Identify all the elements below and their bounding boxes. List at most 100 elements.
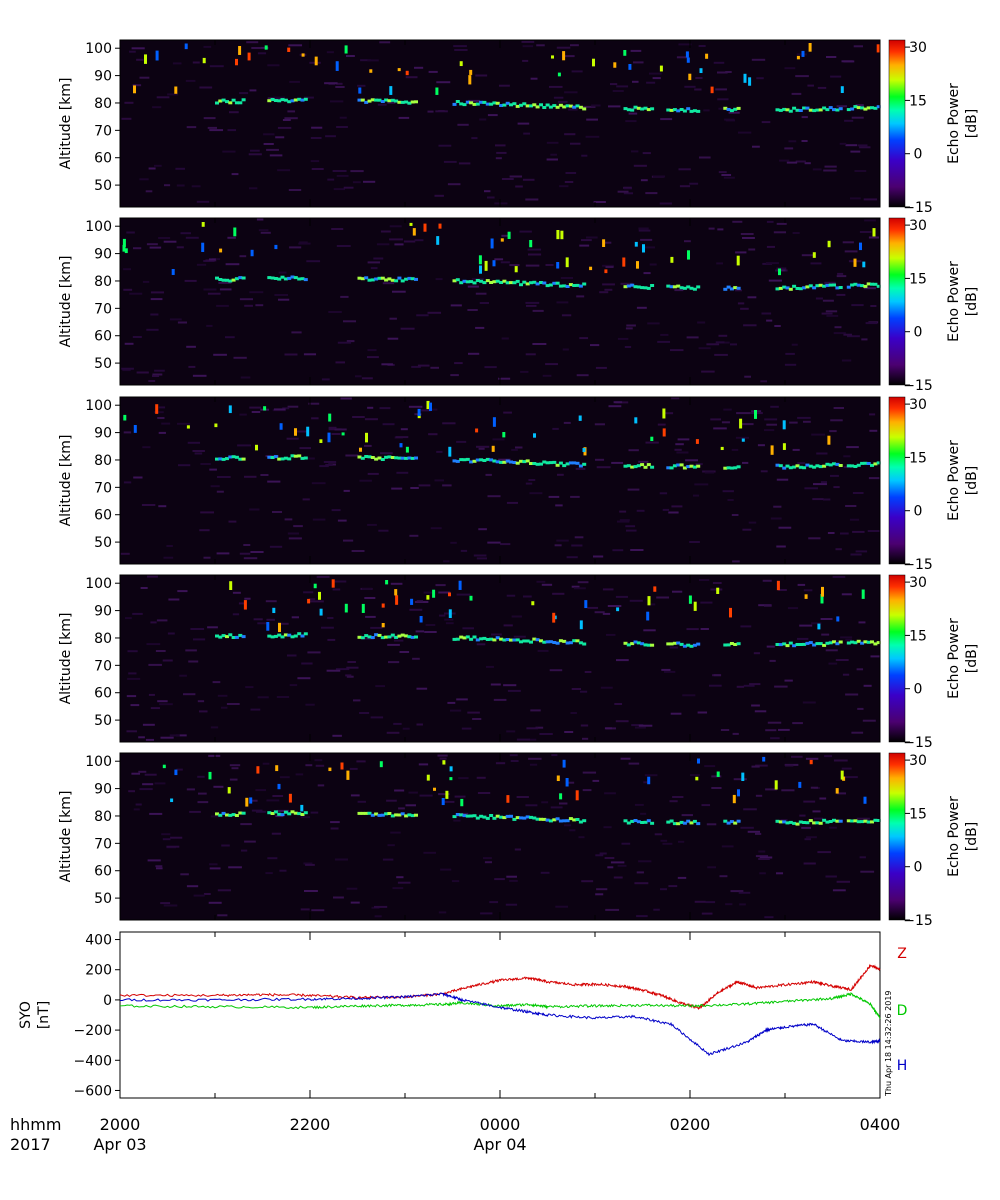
- noise-cell: [855, 104, 864, 107]
- noise-cell: [400, 428, 408, 431]
- noise-cell: [863, 287, 876, 290]
- noise-cell: [291, 331, 302, 334]
- echo-cell: [575, 639, 580, 643]
- noise-cell: [251, 47, 261, 49]
- noise-cell: [792, 448, 800, 451]
- echo-spike: [628, 64, 632, 70]
- noise-cell: [646, 81, 656, 84]
- noise-cell: [738, 131, 752, 134]
- noise-cell: [213, 785, 224, 788]
- noise-cell: [778, 728, 790, 731]
- echo-cell: [535, 817, 540, 821]
- echo-cell: [775, 287, 780, 291]
- echo-cell: [818, 283, 823, 287]
- noise-cell: [755, 832, 762, 835]
- echo-cell: [277, 277, 282, 281]
- noise-cell: [505, 903, 518, 906]
- noise-cell: [445, 622, 454, 625]
- noise-cell: [730, 343, 737, 346]
- noise-cell: [476, 643, 486, 646]
- echo-cell: [679, 820, 684, 824]
- echo-cell: [782, 642, 787, 646]
- echo-spike: [327, 432, 331, 443]
- y-tick-label: 50: [94, 713, 112, 729]
- noise-cell: [704, 471, 715, 474]
- echo-cell: [404, 634, 409, 638]
- echo-cell: [785, 286, 790, 290]
- noise-cell: [765, 262, 779, 265]
- echo-cell: [390, 456, 395, 459]
- noise-cell: [619, 519, 630, 522]
- echo-cell: [410, 814, 415, 818]
- noise-cell: [277, 169, 291, 172]
- echo-cell: [364, 276, 369, 280]
- echo-cell: [565, 641, 570, 645]
- echo-spike: [820, 594, 824, 604]
- noise-cell: [842, 673, 850, 676]
- noise-cell: [398, 116, 410, 119]
- noise-cell: [396, 471, 409, 474]
- mag-y-tick-label: 0: [103, 993, 112, 1009]
- colorbar-tick-label: 0: [914, 860, 923, 876]
- echo-spike: [459, 61, 463, 67]
- noise-cell: [611, 461, 624, 464]
- noise-cell: [675, 443, 684, 446]
- echo-spike: [328, 413, 332, 422]
- noise-cell: [742, 528, 752, 531]
- noise-cell: [542, 374, 552, 377]
- noise-cell: [610, 861, 625, 864]
- noise-cell: [131, 772, 141, 775]
- echo-spike: [171, 269, 175, 275]
- colorbar-label-line1: Echo Power: [946, 440, 962, 521]
- noise-cell: [483, 857, 492, 860]
- noise-cell: [244, 597, 251, 600]
- noise-cell: [203, 117, 216, 120]
- noise-cell: [837, 272, 844, 275]
- echo-cell: [469, 280, 474, 284]
- noise-cell: [713, 61, 725, 64]
- noise-cell: [811, 622, 822, 625]
- noise-cell: [169, 318, 182, 321]
- noise-cell: [560, 277, 574, 279]
- mag-y-axis-label-line1: SYO: [18, 1001, 34, 1029]
- noise-cell: [701, 370, 715, 373]
- echo-cell: [870, 463, 874, 467]
- echo-cell: [633, 285, 638, 289]
- noise-cell: [352, 181, 361, 184]
- echo-cell: [666, 284, 671, 288]
- echo-cell: [686, 285, 691, 289]
- noise-cell: [778, 526, 792, 529]
- noise-cell: [289, 246, 302, 249]
- echo-cell: [572, 105, 577, 109]
- echo-cell: [515, 638, 520, 642]
- noise-cell: [430, 366, 440, 369]
- noise-cell: [435, 278, 443, 281]
- echo-cell: [287, 633, 292, 637]
- echo-cell: [723, 643, 728, 647]
- noise-cell: [267, 857, 278, 860]
- echo-cell: [788, 109, 793, 113]
- noise-cell: [620, 282, 633, 285]
- echo-cell: [723, 466, 728, 470]
- echo-spike: [264, 45, 268, 50]
- noise-cell: [817, 86, 827, 89]
- echo-cell: [465, 814, 470, 818]
- colorbar-tick-label: −15: [903, 557, 933, 573]
- noise-cell: [471, 277, 484, 280]
- noise-cell: [374, 905, 388, 908]
- echo-cell: [492, 459, 497, 463]
- echo-cell: [522, 280, 527, 284]
- noise-cell: [636, 509, 645, 512]
- echo-cell: [384, 812, 389, 816]
- echo-cell: [404, 814, 409, 818]
- echo-cell: [532, 103, 537, 107]
- noise-cell: [133, 247, 142, 250]
- echo-spike: [778, 268, 781, 276]
- noise-cell: [346, 666, 359, 669]
- noise-cell: [284, 353, 298, 356]
- echo-cell: [568, 641, 573, 645]
- noise-cell: [367, 472, 379, 475]
- noise-cell: [548, 495, 560, 498]
- echo-cell: [529, 104, 533, 108]
